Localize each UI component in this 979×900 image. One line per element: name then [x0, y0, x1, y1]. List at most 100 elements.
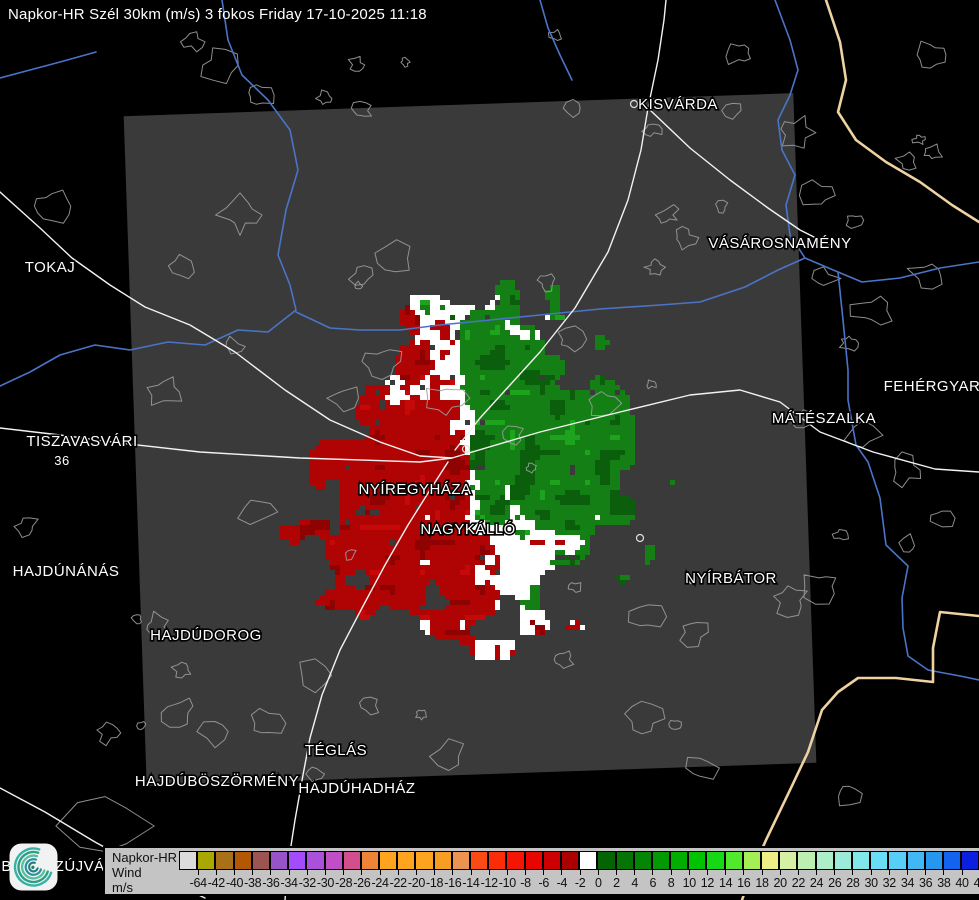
- legend-value: -18: [426, 876, 444, 890]
- legend-stop: -36: [251, 851, 280, 895]
- legend-stop: 32: [870, 851, 896, 895]
- legend-value: -26: [353, 876, 371, 890]
- legend-tick: [379, 870, 381, 875]
- legend-value: -30: [316, 876, 335, 890]
- legend-product: Napkor-HR: [112, 850, 178, 865]
- legend-color-cell: [488, 851, 507, 870]
- radar-cells-r1: [280, 310, 580, 660]
- city-label-hajd-hadh-z: HAJDÚHADHÁZ: [298, 780, 415, 797]
- legend-tick: [888, 870, 890, 875]
- legend-tick: [925, 870, 927, 875]
- border-line: [824, 0, 979, 224]
- legend-color-cell: [433, 851, 452, 870]
- legend-value: 26: [828, 876, 842, 890]
- city-label-hajd-n-n-s: HAJDÚNÁNÁS: [13, 563, 120, 580]
- legend-tick: [397, 870, 399, 875]
- city-label-ny-regyh-za: NYÍREGYHÁZA: [358, 481, 471, 498]
- river-line: [837, 271, 979, 681]
- legend-tick: [452, 870, 454, 875]
- city-label-kisv-rda: KISVÁRDA: [638, 96, 718, 113]
- legend-tick: [561, 870, 563, 875]
- legend-tick: [870, 870, 872, 875]
- legend-tick: [597, 870, 599, 875]
- legend-stop: -28: [324, 851, 353, 895]
- legend-tick: [215, 870, 217, 875]
- color-scale-legend: Napkor-HR Wind m/s -64 -42 -40 -38 -36 -34 -32…: [103, 846, 979, 896]
- legend-tick: [943, 870, 945, 875]
- legend-value: -32: [298, 876, 316, 890]
- legend-value: -2: [574, 876, 586, 890]
- legend-color-cell: [633, 851, 652, 870]
- legend-color-cell: [888, 851, 907, 870]
- legend-value: -42: [207, 876, 225, 890]
- legend-value: -64: [189, 876, 207, 890]
- radar-cells-r2: [330, 375, 485, 620]
- legend-stop: -18: [415, 851, 444, 895]
- legend-tick: [343, 870, 345, 875]
- legend-stop: -22: [379, 851, 407, 895]
- city-marker: [687, 575, 697, 585]
- river-line: [774, 0, 979, 283]
- legend-color-cell: [942, 851, 962, 870]
- city-label-hajd-b-sz-rm-ny: HAJDÚBÖSZÖRMÉNY: [135, 772, 299, 790]
- legend-color-cell: [833, 851, 852, 870]
- legend-value: 12: [700, 876, 715, 890]
- legend-tick: [761, 870, 763, 875]
- legend-tick: [961, 870, 963, 875]
- legend-value: 2: [613, 876, 620, 890]
- legend-value: 22: [791, 876, 806, 890]
- spiral-logo-icon: [9, 843, 58, 891]
- road-line: [454, 0, 667, 451]
- city-label-feh-rgyarmat: FEHÉRGYARMAT: [884, 378, 979, 395]
- legend-tick: [743, 870, 745, 875]
- legend-tick: [852, 870, 854, 875]
- legend-tick: [907, 870, 908, 875]
- legend-stop: -6: [524, 851, 549, 895]
- legend-stop: -30: [306, 851, 334, 895]
- legend-color-cell: [906, 851, 925, 870]
- legend-stop: 30: [851, 851, 878, 895]
- legend-unit: m/s: [112, 880, 133, 895]
- legend-stop: -32: [288, 851, 316, 895]
- legend-value: -40: [225, 876, 244, 890]
- legend-stop: 14: [706, 851, 733, 895]
- legend-stop: -14: [451, 851, 480, 895]
- legend-value: 30: [864, 876, 878, 890]
- legend-tick: [415, 870, 417, 875]
- legend-color-cell: [379, 851, 398, 870]
- legend-value: 40: [955, 876, 969, 890]
- river-line: [295, 257, 806, 331]
- legend-value: -10: [498, 876, 516, 890]
- legend-tick: [270, 870, 272, 875]
- legend-color-cell: [724, 851, 743, 870]
- radar-cells-r0: [300, 305, 545, 635]
- legend-tick: [252, 870, 254, 875]
- city-label-v-s-rosnam-ny: VÁSÁROSNAMÉNY: [708, 235, 851, 252]
- legend-color-cell: [251, 851, 270, 870]
- legend-stop: -40: [215, 851, 243, 895]
- legend-tick: [652, 870, 654, 875]
- legend-value: 38: [937, 876, 951, 890]
- legend-tick: [543, 870, 545, 875]
- settlement-outlines: [13, 28, 956, 852]
- legend-stop: -4: [542, 851, 567, 895]
- legend-stop: 28: [833, 851, 860, 895]
- river-line: [0, 0, 299, 387]
- legend-value: -14: [462, 876, 480, 890]
- legend-value: -24: [371, 876, 389, 890]
- river-line: [539, 0, 573, 81]
- legend-color-cell: [742, 851, 761, 870]
- city-label-tiszavasv-ri: TISZAVASVÁRI: [26, 433, 137, 450]
- country-border-line: [740, 0, 979, 900]
- legend-stop: 20: [761, 851, 787, 895]
- legend-stop: -10: [488, 851, 516, 895]
- legend-color-cell: [670, 851, 689, 870]
- legend-stop: 18: [742, 851, 769, 895]
- legend-value: -28: [335, 876, 353, 890]
- settlement-outline-paths: [13, 28, 956, 852]
- legend-tick: [725, 870, 727, 875]
- legend-value: 32: [882, 876, 897, 890]
